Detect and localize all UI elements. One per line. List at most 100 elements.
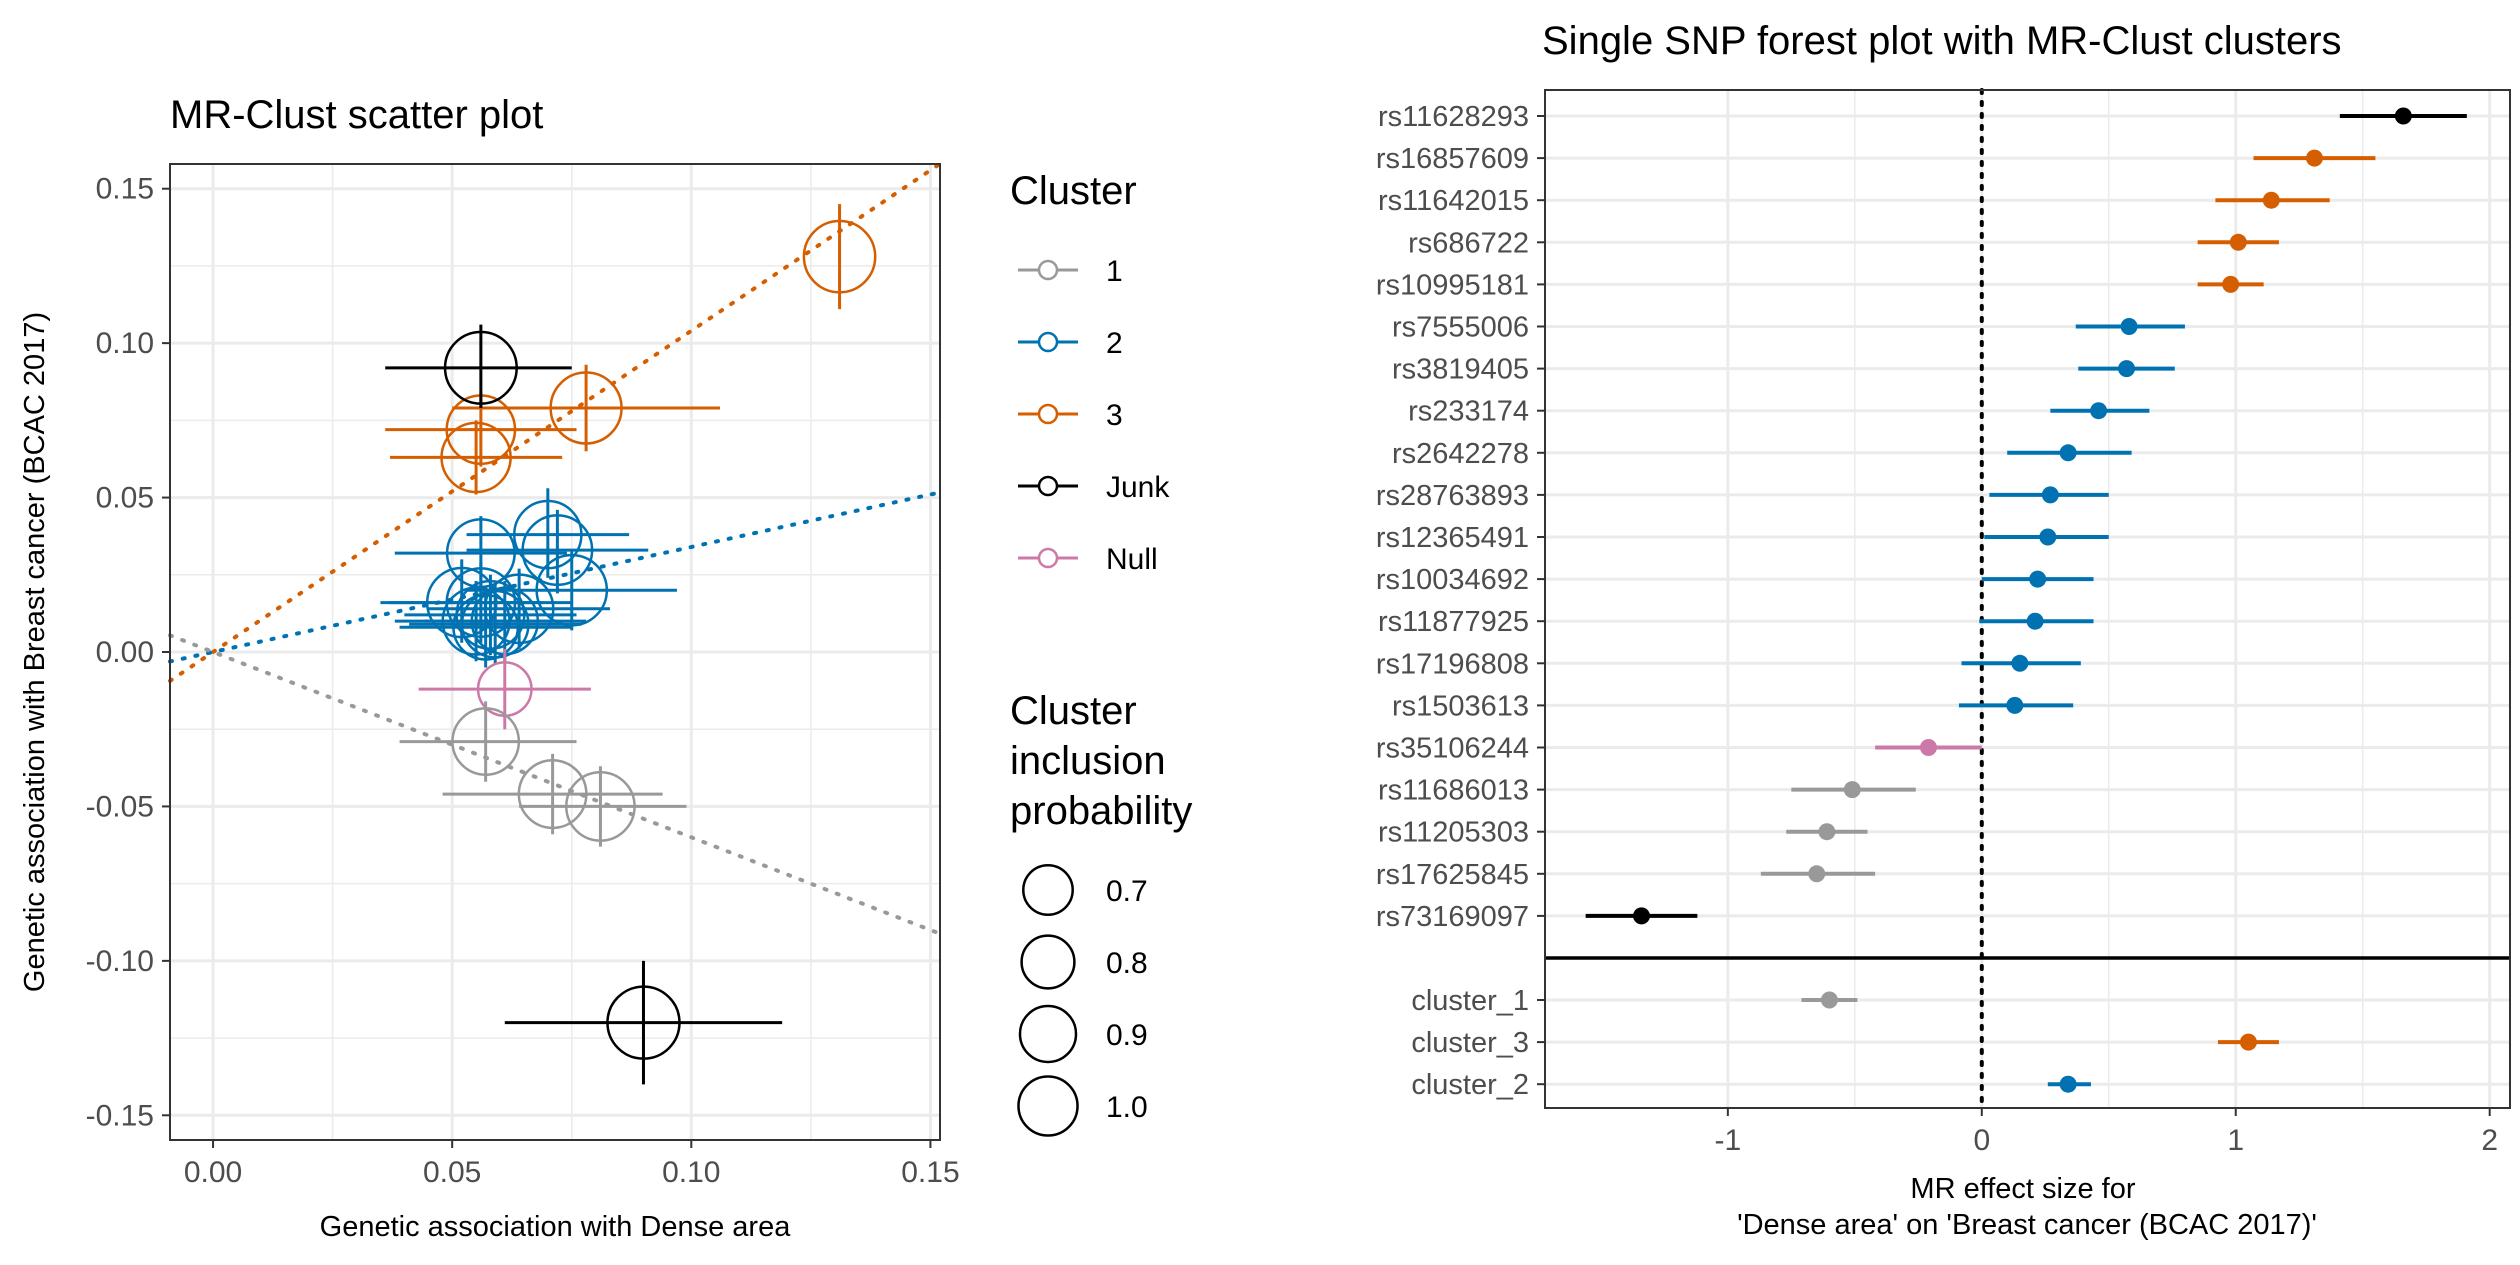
legend-size-circle: [1020, 934, 1076, 990]
forest-snp-estimate: [2262, 191, 2280, 209]
forest-panel-border: [1544, 89, 2511, 1109]
forest-x-tick-label: 1: [2227, 1124, 2244, 1157]
forest-snp-rs10995181: [2197, 275, 2264, 293]
forest-snp-rs28763893: [1989, 486, 2109, 504]
scatter-point-cluster-Junk: [504, 960, 783, 1085]
legend-size-title-line-3: probability: [1010, 789, 1192, 833]
forest-x-axis-label-line-1: MR effect size for: [1910, 1173, 2135, 1205]
forest-snp-label: rs12365491: [1376, 522, 1529, 554]
scatter-x-tick-label: 0.00: [184, 1156, 242, 1189]
forest-snp-label: rs2642278: [1392, 438, 1529, 470]
forest-snp-estimate: [2118, 360, 2136, 378]
scatter-y-tick-label: 0.05: [96, 482, 154, 515]
scatter-point-marker: [606, 985, 681, 1060]
legend-key-circle-Junk: [1037, 475, 1059, 497]
forest-y-axis: rs11628293 rs16857609 rs11642015 rs686722 rs…: [1376, 101, 1545, 1101]
forest-snp-label: rs11205303: [1378, 817, 1529, 849]
legend-size-label: 1.0: [1106, 1091, 1148, 1124]
scatter-point-marker: [445, 567, 517, 638]
scatter-point-marker: [512, 499, 583, 570]
forest-snp-rs233174: [2050, 402, 2150, 420]
forest-snp-rs2642278: [2007, 444, 2132, 462]
forest-snp-estimate: [1808, 865, 1826, 883]
scatter-point-cluster-1: [442, 753, 663, 835]
forest-cluster-cluster_2: [2047, 1075, 2091, 1093]
forest-snp-label: rs3819405: [1392, 354, 1529, 386]
scatter-point-cluster-1: [519, 766, 687, 847]
scatter-point-marker: [452, 593, 520, 661]
scatter-point-cluster-3: [802, 204, 877, 310]
forest-x-tick-label: 0: [1973, 1124, 1990, 1157]
scatter-x-tick-label: 0.05: [423, 1156, 481, 1189]
forest-snp-estimate: [1843, 781, 1861, 799]
legend-size-circle: [1022, 864, 1074, 916]
forest-snp-estimate: [2026, 612, 2044, 630]
forest-x-tick-label: -1: [1714, 1124, 1741, 1157]
forest-snp-rs7555006: [2075, 318, 2185, 335]
forest-snp-rs17196808: [1961, 654, 2081, 672]
forest-snp-estimate: [2039, 528, 2057, 546]
forest-snp-rs17625845: [1760, 865, 1876, 883]
legend-size-label: 0.7: [1106, 875, 1148, 908]
scatter-y-axis-label: Genetic association with Breast cancer (…: [19, 312, 51, 992]
scatter-point-marker: [440, 421, 512, 494]
scatter-point-marker: [565, 771, 636, 842]
legend-color-title: Cluster: [1010, 169, 1137, 213]
forest-snp-estimate: [2222, 275, 2240, 293]
forest-snp-label: rs11628293: [1378, 101, 1529, 133]
forest-snp-estimate: [2090, 402, 2108, 420]
forest-snp-label: rs1503613: [1392, 690, 1529, 722]
scatter-chart: MR-Clust scatter plot 0.00 0.05 0.10 0.15 -…: [19, 93, 960, 1243]
forest-snp-estimate: [2394, 107, 2412, 125]
forest-snp-rs73169097: [1585, 907, 1698, 925]
scatter-title: MR-Clust scatter plot: [170, 93, 543, 137]
legend-label-1: 1: [1106, 255, 1123, 288]
scatter-y-tick-label: 0.10: [96, 327, 154, 360]
scatter-cluster-3-line: [168, 162, 942, 683]
forest-cluster-cluster_1: [1801, 991, 1858, 1009]
forest-snp-estimate: [1633, 907, 1650, 925]
forest-snp-rs1503613: [1958, 696, 2074, 714]
legend-key-circle-Null: [1037, 547, 1059, 569]
scatter-x-tick-label: 0.15: [901, 1156, 959, 1189]
legend-size-circle: [1017, 1075, 1079, 1137]
forest-snp-label: rs17625845: [1376, 859, 1529, 891]
forest-snp-rs11686013: [1791, 781, 1916, 799]
forest-cluster-label: cluster_2: [1411, 1069, 1529, 1101]
scatter-point-marker: [802, 219, 877, 294]
forest-chart: Single SNP forest plot with MR-Clust clu…: [1376, 19, 2511, 1241]
forest-x-axis-label-line-2: 'Dense area' on 'Breast cancer (BCAC 201…: [1737, 1209, 2317, 1241]
forest-snp-label: rs7555006: [1392, 312, 1529, 344]
forest-x-axis-label: MR effect size for 'Dense area' on 'Brea…: [1737, 1173, 2317, 1241]
forest-cluster-cluster_3: [2217, 1033, 2279, 1051]
forest-snp-rs3819405: [2078, 360, 2175, 378]
forest-snp-label: rs17196808: [1376, 648, 1529, 680]
forest-snp-rs10034692: [1981, 570, 2094, 588]
scatter-cluster-1-line: [168, 633, 942, 936]
scatter-point-marker: [443, 330, 518, 405]
forest-snp-label: rs10995181: [1376, 269, 1529, 301]
forest-snp-estimate: [2059, 444, 2077, 462]
scatter-point-cluster-2: [466, 509, 649, 594]
forest-snp-label: rs233174: [1408, 396, 1529, 428]
legend-size-title-line-2: inclusion: [1010, 739, 1166, 783]
legend-label-3: 3: [1106, 399, 1123, 432]
forest-title: Single SNP forest plot with MR-Clust clu…: [1542, 19, 2342, 63]
legend-label-Null: Null: [1106, 543, 1158, 576]
legend-size-title: Cluster inclusion probability: [1010, 689, 1192, 833]
forest-x-axis: -1 0 1 2: [1714, 1108, 2498, 1157]
forest-snp-rs11877925: [1979, 612, 2094, 630]
legend-label-2: 2: [1106, 327, 1123, 360]
forest-snp-rs11642015: [2215, 191, 2330, 209]
scatter-point-marker: [451, 707, 521, 777]
scatter-point-cluster-2: [390, 562, 572, 643]
forest-snp-label: rs686722: [1408, 227, 1529, 259]
scatter-y-tick-label: 0.00: [96, 636, 154, 669]
forest-snp-estimate: [1818, 823, 1836, 841]
scatter-point-cluster-3: [390, 420, 563, 495]
scatter-y-axis: -0.15 -0.10 -0.05 0.00 0.05 0.10 0.15: [86, 173, 170, 1132]
forest-estimates: [1545, 88, 2510, 1110]
forest-snp-label: rs10034692: [1376, 564, 1529, 596]
forest-snp-rs12365491: [1984, 528, 2109, 546]
forest-snp-rs11205303: [1786, 823, 1868, 841]
